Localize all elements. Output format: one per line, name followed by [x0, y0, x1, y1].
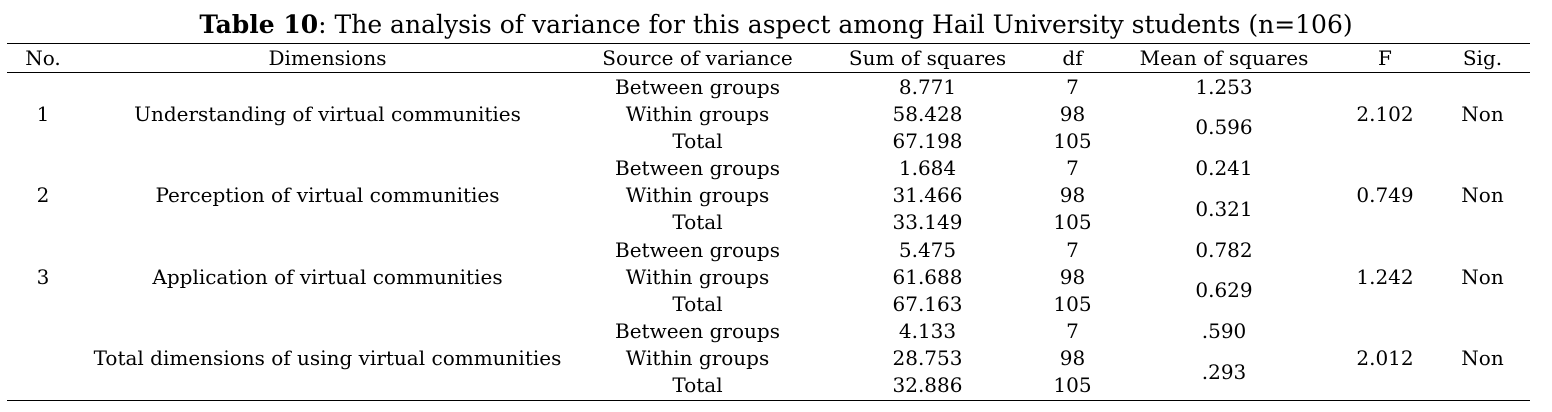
table-bottom-rule — [7, 400, 1530, 401]
source-cell: Total — [672, 129, 723, 153]
source-cell: Total — [672, 210, 723, 234]
source-cell: Within groups — [625, 265, 770, 289]
mean-squares-between-cell: 1.253 — [1195, 75, 1253, 99]
source-cell: Total — [672, 292, 723, 316]
df-cell: 7 — [1066, 75, 1079, 99]
df-cell: 98 — [1059, 102, 1086, 126]
dimension-label: Application of virtual communities — [152, 265, 503, 289]
sum-of-squares-cell: 32.886 — [892, 373, 963, 397]
group-number: 2 — [36, 183, 50, 207]
df-cell: 7 — [1066, 238, 1079, 262]
f-value-cell: 0.749 — [1356, 183, 1414, 207]
table-caption-label: Table 10 — [199, 10, 319, 39]
sum-of-squares-cell: 31.466 — [892, 183, 963, 207]
dimension-label: Total dimensions of using virtual commun… — [93, 346, 562, 370]
f-value-cell: 1.242 — [1356, 265, 1414, 289]
header-no: No. — [25, 46, 61, 70]
header-dimensions: Dimensions — [268, 46, 387, 70]
mean-squares-within-cell: 0.629 — [1195, 278, 1253, 302]
source-cell: Between groups — [615, 238, 780, 262]
f-value-cell: 2.102 — [1356, 102, 1414, 126]
header-bottom-rule — [7, 72, 1530, 73]
sum-of-squares-cell: 33.149 — [892, 210, 963, 234]
df-cell: 105 — [1053, 210, 1092, 234]
f-value-cell: 2.012 — [1356, 346, 1414, 370]
table-caption: Table 10: The analysis of variance for t… — [0, 8, 1552, 42]
sig-cell: Non — [1461, 183, 1504, 207]
header-source-of-variance: Source of variance — [602, 46, 793, 70]
df-cell: 98 — [1059, 265, 1086, 289]
df-cell: 98 — [1059, 346, 1086, 370]
df-cell: 105 — [1053, 129, 1092, 153]
df-cell: 7 — [1066, 156, 1079, 180]
group-number: 1 — [36, 102, 50, 126]
source-cell: Within groups — [625, 102, 770, 126]
source-cell: Between groups — [615, 75, 780, 99]
header-f: F — [1378, 46, 1392, 70]
df-cell: 105 — [1053, 292, 1092, 316]
sum-of-squares-cell: 61.688 — [892, 265, 963, 289]
df-cell: 105 — [1053, 373, 1092, 397]
mean-squares-between-cell: 0.782 — [1195, 238, 1253, 262]
sum-of-squares-cell: 5.475 — [898, 238, 957, 262]
sum-of-squares-cell: 28.753 — [892, 346, 963, 370]
header-mean-of-squares: Mean of squares — [1139, 46, 1309, 70]
header-df: df — [1062, 46, 1083, 70]
source-cell: Within groups — [625, 183, 770, 207]
sum-of-squares-cell: 58.428 — [892, 102, 963, 126]
mean-squares-between-cell: 0.241 — [1195, 156, 1253, 180]
mean-squares-within-cell: 0.321 — [1195, 197, 1253, 221]
df-cell: 98 — [1059, 183, 1086, 207]
sig-cell: Non — [1461, 346, 1504, 370]
mean-squares-within-cell: .293 — [1201, 360, 1247, 384]
sum-of-squares-cell: 1.684 — [898, 156, 957, 180]
sum-of-squares-cell: 4.133 — [898, 319, 957, 343]
header-sum-of-squares: Sum of squares — [848, 46, 1007, 70]
df-cell: 7 — [1066, 319, 1079, 343]
source-cell: Total — [672, 373, 723, 397]
header-sig: Sig. — [1462, 46, 1503, 70]
group-number: 3 — [36, 265, 50, 289]
mean-squares-between-cell: .590 — [1201, 319, 1247, 343]
source-cell: Between groups — [615, 156, 780, 180]
dimension-label: Perception of virtual communities — [155, 183, 500, 207]
mean-squares-within-cell: 0.596 — [1195, 115, 1253, 139]
sig-cell: Non — [1461, 102, 1504, 126]
sum-of-squares-cell: 67.198 — [892, 129, 963, 153]
sum-of-squares-cell: 67.163 — [892, 292, 963, 316]
sig-cell: Non — [1461, 265, 1504, 289]
sum-of-squares-cell: 8.771 — [898, 75, 957, 99]
table-caption-text: : The analysis of variance for this aspe… — [318, 10, 1353, 39]
source-cell: Between groups — [615, 319, 780, 343]
dimension-label: Understanding of virtual communities — [134, 102, 521, 126]
table-top-rule — [7, 43, 1530, 44]
source-cell: Within groups — [625, 346, 770, 370]
